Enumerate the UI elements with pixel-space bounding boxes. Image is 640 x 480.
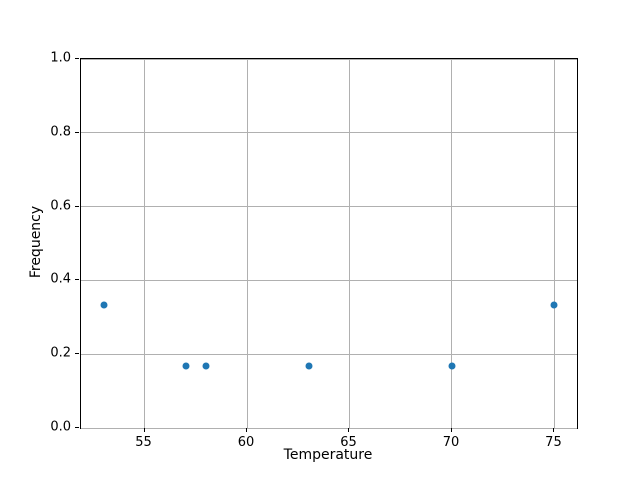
y-gridline [81,132,577,134]
y-gridline [81,206,577,208]
x-tick-mark [348,428,350,432]
y-tick-mark [75,58,79,59]
x-gridline [553,59,555,428]
data-point [448,362,456,370]
y-gridline [81,58,577,60]
x-tick-label: 65 [340,435,357,450]
y-tick-label: 0.6 [50,198,71,214]
x-gridline [348,59,350,428]
y-axis-label: Frequency [28,205,44,279]
y-tick-mark [75,131,79,133]
x-gridline [246,59,248,428]
data-point [550,301,558,309]
y-tick-label: 1.0 [50,50,71,66]
y-tick-mark [75,279,79,281]
x-tick-mark [450,428,452,432]
y-gridline [81,427,577,429]
x-tick-mark [553,428,555,432]
x-gridline [451,59,453,428]
y-tick-label: 0.4 [50,271,71,287]
data-point [202,362,210,370]
x-tick-mark [143,428,145,432]
y-tick-label: 0.0 [50,419,71,435]
y-tick-mark [75,427,79,428]
y-gridline [81,279,577,281]
x-tick-mark [246,428,248,432]
x-tick-label: 70 [442,435,460,450]
y-tick-mark [75,353,79,355]
data-point [100,301,108,309]
data-point [182,362,190,370]
x-tick-label: 75 [545,435,562,450]
plot-area [80,58,578,429]
y-tick-mark [75,205,79,207]
y-tick-label: 0.8 [50,124,71,140]
x-axis-label: Temperature [283,447,373,463]
x-gridline [144,59,146,428]
x-tick-label: 55 [135,435,152,450]
x-tick-label: 60 [237,435,255,450]
data-point [305,362,312,370]
y-tick-label: 0.2 [50,345,71,361]
y-gridline [81,353,577,355]
